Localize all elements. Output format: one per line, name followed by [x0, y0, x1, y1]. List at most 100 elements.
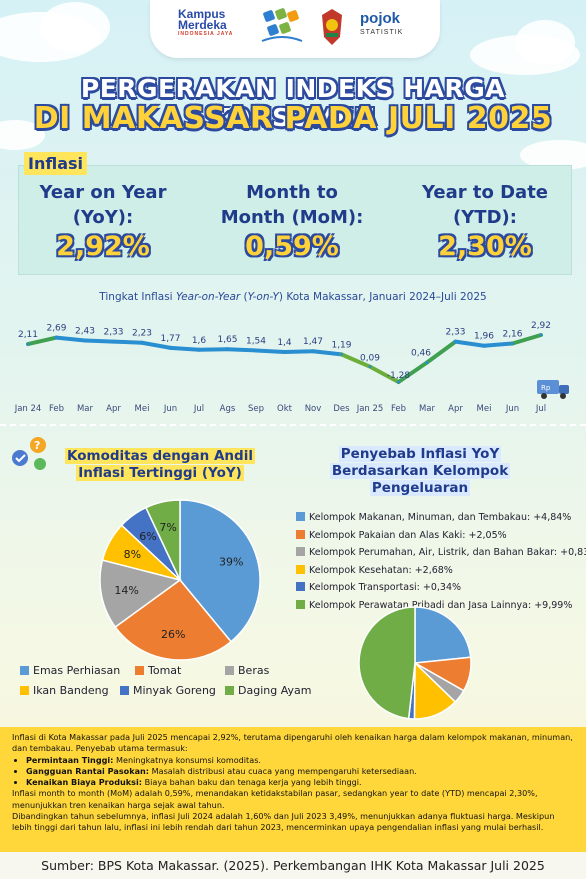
x-tick-label: Nov [305, 404, 322, 414]
legend-swatch [296, 512, 305, 521]
chat-bubbles-icon: ? [12, 437, 46, 470]
metric-yoy-value: 2,92% [56, 231, 150, 262]
legend-swatch [296, 599, 305, 609]
bullet-text: Masalah distribusi atau cuaca yang mempe… [149, 765, 417, 776]
slice-label: 14% [114, 584, 138, 597]
x-tick-label: Jun [163, 404, 177, 414]
summary-text: Inflasi di Kota Makassar pada Juli 2025 … [12, 732, 576, 834]
inflation-label: Inflasi [24, 152, 88, 175]
pie-slice [179, 499, 261, 643]
legend-swatch [20, 666, 29, 675]
data-label: 0,09 [360, 354, 380, 364]
legend-swatch [20, 686, 29, 695]
legend-item: Emas Perhiasan [20, 664, 120, 677]
data-point [112, 340, 115, 344]
section-divider [0, 424, 586, 426]
x-tick-label: Feb [391, 404, 406, 414]
pie-slice [114, 578, 233, 661]
data-label: 1,19 [331, 340, 351, 350]
data-point [454, 340, 457, 344]
data-label: 0,46 [411, 349, 431, 359]
kampus-merdeka-sub: INDONESIA JAYA [178, 31, 234, 37]
line-segment [168, 345, 201, 352]
commodity-pie-chart: 39% 26% 14% 8% 6%7% [99, 499, 261, 661]
data-label: 1,4 [277, 338, 292, 348]
data-point [539, 333, 543, 337]
data-point [340, 352, 343, 356]
data-label: 1,96 [474, 332, 494, 342]
kampus-merdeka-line2: Merdeka [178, 18, 227, 32]
data-point [311, 349, 315, 353]
legend-swatch [135, 666, 144, 675]
slice-label: 7% [159, 521, 176, 534]
legend-swatch [225, 686, 234, 695]
x-tick-label: Mei [135, 404, 150, 414]
group-title-line3: Pengeluaran [369, 480, 471, 496]
x-tick-label: Des [333, 404, 350, 414]
legend-item: Kelompok Kesehatan: +2,68% [296, 564, 586, 583]
legend-label: Emas Perhiasan [33, 664, 121, 677]
summary-bullet: Gangguan Rantai Pasokan: Masalah distrib… [26, 766, 576, 777]
legend-item: Beras [225, 664, 269, 677]
metric-ytd-line2: (YTD): [453, 207, 517, 228]
line-segment [482, 341, 515, 348]
data-point [283, 350, 286, 354]
data-label: 2,43 [75, 326, 95, 336]
data-label: 1,77 [160, 334, 180, 344]
pie-slice [414, 606, 472, 664]
bps-logo-icon [261, 8, 303, 42]
metric-ytd-line1: Year to Date [421, 182, 549, 203]
line-chart-title-a: Tingkat Inflasi [99, 291, 176, 303]
x-tick-label: Okt [277, 404, 293, 414]
line-segment [111, 339, 144, 345]
x-tick-label: Jan 24 [14, 404, 42, 414]
legend-item: Ikan Bandeng [20, 684, 109, 697]
data-label: 2,33 [445, 328, 465, 338]
line-chart-title-d: Y-on-Y [247, 291, 279, 303]
cloud-decoration [40, 2, 110, 52]
summary-bullet: Kenaikan Biaya Produksi: Biaya bahan bak… [26, 777, 576, 788]
line-segment [339, 352, 372, 369]
legend-label: Tomat [148, 664, 182, 677]
legend-swatch [120, 686, 129, 695]
legend-swatch [296, 582, 305, 591]
metric-mom-line1: Month to [246, 182, 338, 203]
legend-item: Kelompok Makanan, Minuman, dan Tembakau:… [296, 512, 586, 530]
slice-label: 39% [219, 556, 243, 569]
legend-label: Kelompok Perumahan, Air, Listrik, dan Ba… [309, 547, 586, 558]
legend-swatch [225, 666, 234, 675]
pie-slice [99, 559, 182, 629]
university-seal-icon [322, 9, 342, 45]
group-pie-chart [358, 606, 472, 720]
legend-item: Minyak Goreng [120, 684, 216, 697]
legend-label: Kelompok Kesehatan: +2,68% [309, 564, 453, 576]
line-segment [254, 348, 287, 355]
bullet-text: Meningkatnya konsumsi komoditas. [113, 754, 261, 765]
data-point [55, 336, 58, 340]
commodity-title-line2: Inflasi Tertinggi (YoY) [76, 465, 244, 481]
bullet-head: Permintaan Tinggi: [26, 754, 114, 765]
legend-label: Kelompok Perawatan Pribadi dan Jasa Lain… [309, 599, 573, 611]
x-tick-label: Jun [505, 404, 519, 414]
kampus-merdeka-line1: Kampus [178, 7, 226, 21]
summary-paragraph-1: Inflasi di Kota Makassar pada Juli 2025 … [12, 732, 573, 754]
line-segment [510, 333, 543, 346]
x-tick-label: Jul [193, 404, 204, 414]
logo-bar: Kampus Merdeka INDONESIA JAYA pojok STAT… [150, 0, 440, 58]
data-label: 1,54 [246, 336, 266, 346]
slice-label: 6% [139, 530, 156, 543]
data-point [368, 365, 372, 369]
data-point [425, 361, 429, 365]
legend-label: Ikan Bandeng [33, 684, 109, 697]
metric-yoy-line1: Year on Year [39, 182, 167, 203]
line-segment [54, 335, 87, 343]
kampus-merdeka-logo: Kampus Merdeka INDONESIA JAYA [178, 7, 234, 38]
bullet-head: Gangguan Rantai Pasokan: [26, 765, 150, 776]
summary-bullets: Permintaan Tinggi: Meningkatnya konsumsi… [12, 755, 576, 789]
yoy-line-chart: 2,11 Jan 24 2,69 Feb 2,43 Mar 2,33 Apr 2,23 Mei 1,… [14, 321, 551, 414]
pojok-statistik-logo: pojok STATISTIK [360, 10, 403, 36]
x-tick-label: Jul [535, 404, 546, 414]
x-tick-label: Sep [248, 404, 264, 414]
truck-badge-text: Rp [541, 384, 551, 392]
legend-label: Daging Ayam [238, 684, 312, 697]
